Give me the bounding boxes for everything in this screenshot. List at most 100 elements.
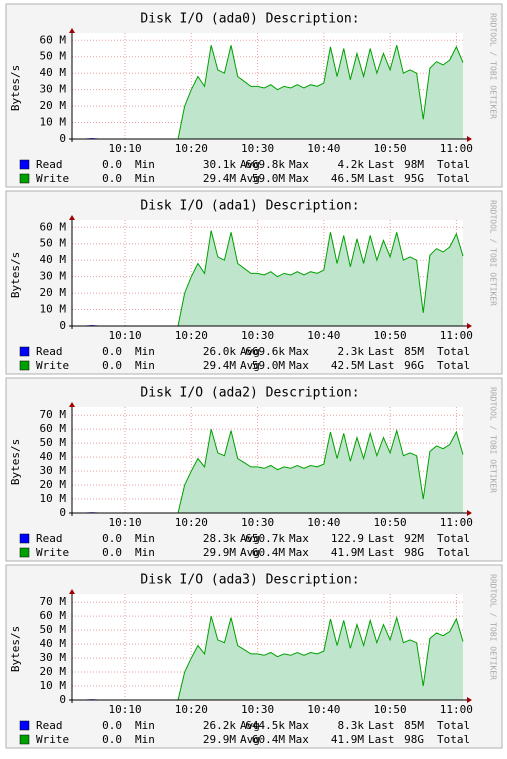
legend-stat-value: 85M: [404, 719, 424, 732]
legend-stat-value: 650.7k: [245, 532, 285, 545]
area-fill: [72, 429, 463, 513]
legend-stat-value: 8.3k: [338, 719, 365, 732]
legend-stat-value: 122.9: [331, 532, 364, 545]
y-tick-label: 20 M: [40, 99, 67, 112]
legend-label: Read: [36, 719, 63, 732]
legend-label: Write: [36, 172, 69, 185]
y-tick-label: 0: [59, 693, 66, 706]
legend-stat-value: 30.1k: [203, 158, 236, 171]
y-axis-label: Bytes/s: [9, 439, 22, 485]
y-tick-label: 30 M: [40, 270, 67, 283]
x-tick-label: 10:30: [241, 329, 274, 342]
chart-title: Disk I/O (ada3) Description:: [140, 573, 359, 588]
legend-stat-value: 28.3k: [203, 532, 236, 545]
legend-label: Read: [36, 532, 63, 545]
legend-stat-name: Total: [437, 158, 470, 171]
y-tick-label: 60 M: [40, 609, 67, 622]
legend-stat-value: 29.9M: [203, 733, 236, 746]
legend-stat-value: 42.5M: [331, 359, 364, 372]
legend-stat-value: 85M: [404, 345, 424, 358]
legend-stat-name: Min: [135, 158, 155, 171]
x-axis-arrow: [467, 510, 472, 516]
legend-stat-value: 0.0: [102, 532, 122, 545]
y-tick-label: 40 M: [40, 66, 67, 79]
legend-label: Read: [36, 345, 63, 358]
y-axis-label: Bytes/s: [9, 252, 22, 298]
y-tick-label: 60 M: [40, 220, 67, 233]
y-tick-label: 20 M: [40, 665, 67, 678]
legend-swatch: [19, 346, 30, 357]
legend-stat-name: Total: [437, 733, 470, 746]
y-axis-label: Bytes/s: [9, 626, 22, 672]
legend-stat-name: Avg: [240, 719, 260, 732]
y-tick-label: 50 M: [40, 436, 67, 449]
legend-stat-value: 29.9M: [203, 546, 236, 559]
legend-stat-name: Max: [289, 345, 309, 358]
legend-swatch: [19, 360, 30, 371]
x-tick-label: 10:20: [175, 142, 208, 155]
legend-stat-value: 96G: [404, 359, 424, 372]
chart-title: Disk I/O (ada0) Description:: [140, 12, 359, 27]
legend-swatch: [19, 547, 30, 558]
x-tick-label: 10:30: [241, 142, 274, 155]
legend-label: Read: [36, 158, 63, 171]
chart-title: Disk I/O (ada1) Description:: [140, 199, 359, 214]
legend-stat-name: Total: [437, 719, 470, 732]
watermark: RRDTOOL / TOBI OETIKER: [489, 574, 498, 680]
legend-swatch: [19, 720, 30, 731]
y-tick-label: 50 M: [40, 623, 67, 636]
legend-stat-name: Min: [135, 733, 155, 746]
x-axis-arrow: [467, 323, 472, 329]
y-axis-arrow: [69, 589, 75, 594]
legend-stat-name: Min: [135, 546, 155, 559]
legend-stat-value: 41.9M: [331, 733, 364, 746]
legend-swatch: [19, 533, 30, 544]
legend-stat-name: Max: [289, 546, 309, 559]
x-tick-label: 11:00: [440, 703, 473, 716]
legend-stat-name: Last: [368, 532, 395, 545]
legend-stat-name: Last: [368, 719, 395, 732]
legend-stat-name: Min: [135, 359, 155, 372]
legend-stat-name: Max: [289, 733, 309, 746]
y-tick-label: 50 M: [40, 50, 67, 63]
legend-stat-value: 98G: [404, 733, 424, 746]
legend-stat-name: Min: [135, 532, 155, 545]
y-tick-label: 60 M: [40, 33, 67, 46]
area-fill: [72, 230, 463, 326]
legend-stat-value: 2.3k: [338, 345, 365, 358]
x-tick-label: 10:40: [307, 142, 340, 155]
legend-stat-value: 0.0: [102, 719, 122, 732]
x-tick-label: 10:10: [108, 329, 141, 342]
legend-stat-name: Max: [289, 719, 309, 732]
legend-stat-name: Avg: [240, 733, 260, 746]
y-tick-label: 20 M: [40, 478, 67, 491]
watermark: RRDTOOL / TOBI OETIKER: [489, 387, 498, 493]
x-tick-label: 10:10: [108, 142, 141, 155]
y-tick-label: 40 M: [40, 637, 67, 650]
legend-stat-name: Total: [437, 546, 470, 559]
legend-stat-value: 59.0M: [252, 359, 285, 372]
x-tick-label: 10:50: [374, 329, 407, 342]
legend-stat-value: 60.4M: [252, 733, 285, 746]
legend-stat-name: Total: [437, 532, 470, 545]
y-tick-label: 30 M: [40, 83, 67, 96]
legend-stat-name: Last: [368, 733, 395, 746]
y-tick-label: 20 M: [40, 286, 67, 299]
watermark: RRDTOOL / TOBI OETIKER: [489, 13, 498, 119]
legend-stat-name: Last: [368, 172, 395, 185]
legend-stat-name: Avg: [240, 158, 260, 171]
legend-stat-value: 4.2k: [338, 158, 365, 171]
legend-stat-value: 0.0: [102, 359, 122, 372]
y-tick-label: 0: [59, 132, 66, 145]
x-tick-label: 11:00: [440, 329, 473, 342]
x-tick-label: 10:20: [175, 329, 208, 342]
legend-stat-value: 95G: [404, 172, 424, 185]
y-tick-label: 60 M: [40, 422, 67, 435]
legend-stat-name: Total: [437, 172, 470, 185]
legend-stat-name: Last: [368, 345, 395, 358]
legend-stat-name: Avg: [240, 532, 260, 545]
legend-stat-value: 669.8k: [245, 158, 285, 171]
legend-stat-value: 41.9M: [331, 546, 364, 559]
legend-label: Write: [36, 546, 69, 559]
